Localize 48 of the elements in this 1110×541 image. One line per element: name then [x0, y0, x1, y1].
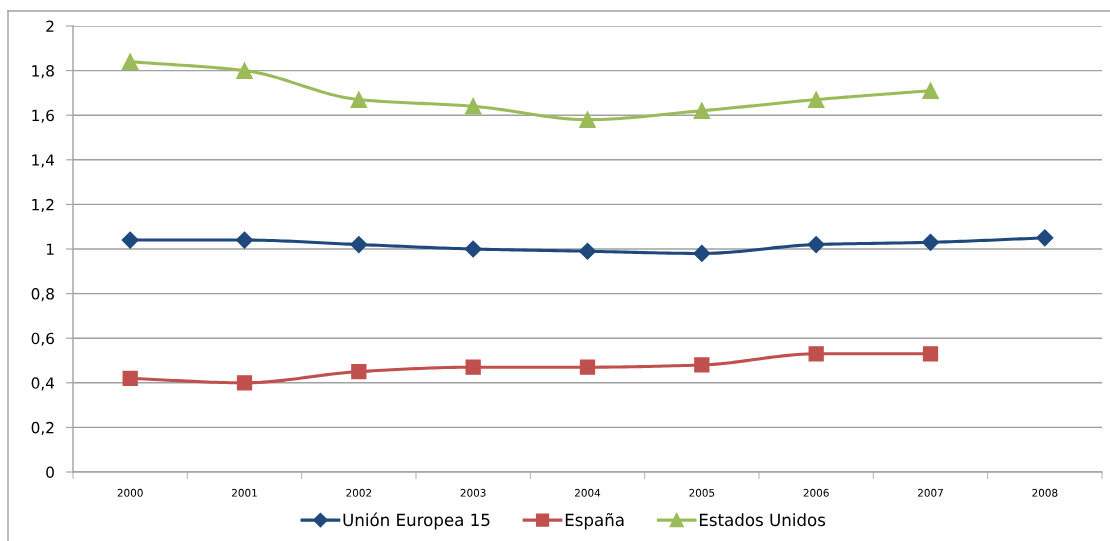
point [921, 233, 940, 251]
y-tick-label: 0,8 [31, 288, 54, 302]
y-tick-label: 0,6 [31, 332, 54, 346]
point [465, 359, 481, 375]
y-tick-label: 1,2 [32, 198, 54, 212]
x-tick-label: 2005 [689, 488, 715, 497]
point [693, 244, 711, 263]
x-tick-label: 2004 [575, 488, 601, 497]
point [351, 364, 367, 380]
point [807, 235, 825, 254]
point [350, 235, 368, 254]
point [579, 359, 596, 375]
point [121, 231, 139, 249]
point [1036, 229, 1054, 247]
point [579, 111, 596, 128]
x-tick-label: 2000 [117, 488, 143, 497]
x-tick-label: 2006 [803, 488, 829, 497]
point [464, 240, 482, 258]
point [464, 97, 482, 115]
point [922, 82, 939, 100]
y-tick-label: 1,8 [32, 65, 54, 79]
legend-label: Unión Europea 15 [343, 512, 490, 530]
point [807, 91, 825, 108]
legend-label: Estados Unidos [699, 513, 826, 527]
x-tick-label: 2007 [918, 488, 943, 497]
legend-label: España [565, 512, 624, 530]
x-tick-label: 2001 [232, 488, 257, 497]
point [236, 375, 253, 391]
point [694, 357, 710, 373]
y-tick-label: 0,2 [31, 421, 54, 435]
point [693, 102, 711, 120]
y-tick-label: 1 [46, 243, 54, 255]
x-tick-label: 2002 [346, 488, 372, 497]
point [578, 242, 597, 260]
x-tick-label: 2003 [460, 488, 486, 497]
x-tick-label: 2008 [1032, 488, 1058, 497]
point [121, 53, 139, 71]
y-tick-label: 1,6 [32, 109, 54, 123]
point [350, 91, 368, 108]
point [808, 346, 824, 362]
point [922, 346, 939, 362]
y-tick-label: 2 [46, 20, 54, 32]
point [235, 231, 254, 249]
point [122, 370, 138, 386]
y-tick-label: 0,4 [31, 377, 55, 391]
y-tick-label: 0 [46, 466, 54, 479]
point [236, 62, 253, 79]
y-tick-label: 1,4 [32, 154, 55, 168]
